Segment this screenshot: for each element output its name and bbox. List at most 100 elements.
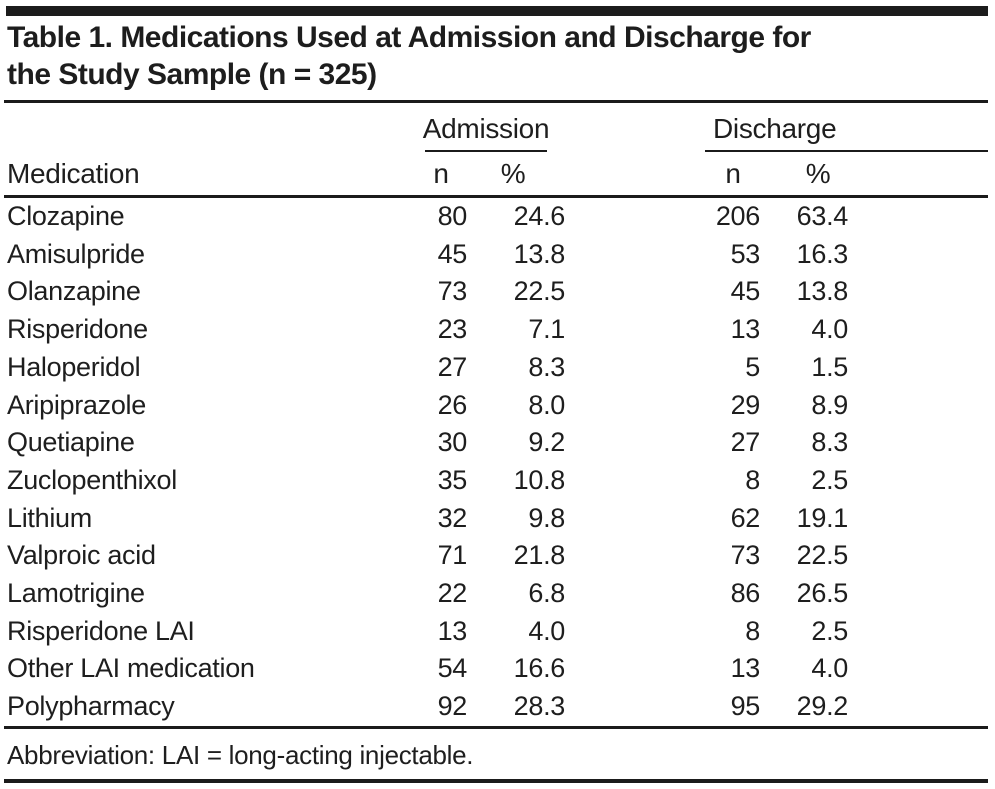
discharge-n-cell: 8 bbox=[745, 464, 760, 495]
admission-n-cell: 32 bbox=[437, 502, 467, 533]
admission-group-underline bbox=[425, 150, 547, 152]
discharge-pct-cell: 63.4 bbox=[796, 201, 848, 231]
table-row: Valproic acid 71 21.8 73 22.5 bbox=[7, 537, 988, 575]
admission-pct-cell: 7.1 bbox=[528, 314, 565, 345]
table-title: Table 1. Medications Used at Admission a… bbox=[7, 19, 985, 93]
discharge-pct-cell: 26.5 bbox=[796, 578, 848, 609]
table-row: Quetiapine 30 9.2 27 8.3 bbox=[7, 424, 988, 462]
table-top-bar bbox=[6, 6, 988, 16]
discharge-pct-cell: 13.8 bbox=[796, 276, 848, 307]
rule-bottom bbox=[4, 779, 988, 783]
table-row: Amisulpride 45 13.8 53 16.3 bbox=[7, 236, 988, 274]
table-row: Aripiprazole 26 8.0 29 8.9 bbox=[7, 387, 988, 425]
table-row: Lamotrigine 22 6.8 86 26.5 bbox=[7, 575, 988, 613]
medication-cell: Aripiprazole bbox=[7, 389, 146, 420]
medication-cell: Other LAI medication bbox=[7, 653, 255, 684]
admission-n-cell: 92 bbox=[437, 691, 467, 722]
discharge-pct-cell: 2.5 bbox=[811, 615, 848, 646]
discharge-pct-cell: 16.3 bbox=[796, 238, 848, 269]
table-row: Risperidone 23 7.1 13 4.0 bbox=[7, 311, 988, 349]
admission-n-cell: 45 bbox=[437, 238, 467, 269]
admission-n-cell: 80 bbox=[437, 201, 467, 231]
discharge-group-underline bbox=[705, 150, 988, 152]
discharge-n-cell: 45 bbox=[730, 276, 760, 307]
medication-cell: Clozapine bbox=[7, 201, 125, 231]
medication-cell: Risperidone bbox=[7, 314, 148, 345]
medication-cell: Risperidone LAI bbox=[7, 615, 195, 646]
discharge-pct-cell: 8.3 bbox=[811, 427, 848, 458]
admission-pct-cell: 13.8 bbox=[513, 238, 565, 269]
table-row: Polypharmacy 92 28.3 95 29.2 bbox=[7, 688, 988, 726]
discharge-n-cell: 95 bbox=[730, 691, 760, 722]
medication-cell: Valproic acid bbox=[7, 540, 156, 571]
discharge-n-cell: 86 bbox=[730, 578, 760, 609]
discharge-pct-cell: 8.9 bbox=[811, 389, 848, 420]
admission-n-cell: 22 bbox=[437, 578, 467, 609]
admission-pct-cell: 16.6 bbox=[513, 653, 565, 684]
admission-n-cell: 26 bbox=[437, 389, 467, 420]
admission-pct-cell: 9.2 bbox=[528, 427, 565, 458]
admission-n-cell: 71 bbox=[437, 540, 467, 571]
admission-pct-cell: 8.0 bbox=[528, 389, 565, 420]
admission-pct-cell: 4.0 bbox=[528, 615, 565, 646]
admission-pct-cell: 10.8 bbox=[513, 464, 565, 495]
discharge-n-cell: 13 bbox=[730, 314, 760, 345]
medication-cell: Polypharmacy bbox=[7, 691, 175, 722]
discharge-n-cell: 53 bbox=[730, 238, 760, 269]
admission-n-cell: 73 bbox=[437, 276, 467, 307]
discharge-n-cell: 27 bbox=[730, 427, 760, 458]
table-row: Lithium 32 9.8 62 19.1 bbox=[7, 500, 988, 538]
medication-cell: Zuclopenthixol bbox=[7, 464, 177, 495]
admission-pct-cell: 8.3 bbox=[528, 351, 565, 382]
table-row: Risperidone LAI 13 4.0 8 2.5 bbox=[7, 613, 988, 651]
discharge-n-column-header: n bbox=[725, 158, 741, 189]
discharge-pct-cell: 22.5 bbox=[796, 540, 848, 571]
medication-column-header: Medication bbox=[7, 158, 140, 189]
admission-n-cell: 23 bbox=[437, 314, 467, 345]
discharge-group-header: Discharge bbox=[713, 113, 837, 144]
admission-pct-column-header: % bbox=[500, 158, 526, 189]
admission-n-cell: 13 bbox=[437, 615, 467, 646]
discharge-n-cell: 73 bbox=[730, 540, 760, 571]
medications-table: Clozapine 80 24.6 206 63.4 Amisulpride 4… bbox=[7, 198, 988, 726]
admission-n-cell: 54 bbox=[437, 653, 467, 684]
medication-cell: Quetiapine bbox=[7, 427, 135, 458]
table-row: Clozapine 80 24.6 206 63.4 bbox=[7, 198, 988, 236]
discharge-n-cell: 8 bbox=[745, 615, 760, 646]
medication-cell: Haloperidol bbox=[7, 351, 141, 382]
rule-under-column-headers bbox=[4, 195, 988, 198]
admission-pct-cell: 22.5 bbox=[513, 276, 565, 307]
table-row: Olanzapine 73 22.5 45 13.8 bbox=[7, 273, 988, 311]
medication-cell: Olanzapine bbox=[7, 276, 141, 307]
discharge-n-cell: 5 bbox=[745, 351, 760, 382]
discharge-pct-cell: 29.2 bbox=[796, 691, 848, 722]
table-title-line2: the Study Sample (n = 325) bbox=[7, 58, 377, 91]
medication-cell: Lamotrigine bbox=[7, 578, 145, 609]
discharge-n-cell: 13 bbox=[730, 653, 760, 684]
admission-pct-cell: 24.6 bbox=[513, 201, 565, 231]
discharge-pct-cell: 4.0 bbox=[811, 653, 848, 684]
discharge-pct-cell: 2.5 bbox=[811, 464, 848, 495]
admission-pct-cell: 9.8 bbox=[528, 502, 565, 533]
discharge-n-cell: 62 bbox=[730, 502, 760, 533]
discharge-n-cell: 206 bbox=[715, 201, 760, 231]
discharge-pct-cell: 19.1 bbox=[796, 502, 848, 533]
medication-cell: Lithium bbox=[7, 502, 92, 533]
admission-n-cell: 35 bbox=[437, 464, 467, 495]
admission-n-cell: 30 bbox=[437, 427, 467, 458]
admission-pct-cell: 6.8 bbox=[528, 578, 565, 609]
table-row: Other LAI medication 54 16.6 13 4.0 bbox=[7, 650, 988, 688]
admission-n-cell: 27 bbox=[437, 351, 467, 382]
discharge-n-cell: 29 bbox=[730, 389, 760, 420]
discharge-pct-cell: 4.0 bbox=[811, 314, 848, 345]
discharge-pct-cell: 1.5 bbox=[811, 351, 848, 382]
admission-pct-cell: 28.3 bbox=[513, 691, 565, 722]
table-footnote: Abbreviation: LAI = long-acting injectab… bbox=[7, 740, 474, 770]
table-row: Zuclopenthixol 35 10.8 8 2.5 bbox=[7, 462, 988, 500]
medication-cell: Amisulpride bbox=[7, 238, 145, 269]
admission-pct-cell: 21.8 bbox=[513, 540, 565, 571]
admission-group-header: Admission bbox=[422, 113, 550, 144]
rule-under-body bbox=[4, 726, 988, 729]
table-title-line1: Table 1. Medications Used at Admission a… bbox=[7, 21, 811, 54]
